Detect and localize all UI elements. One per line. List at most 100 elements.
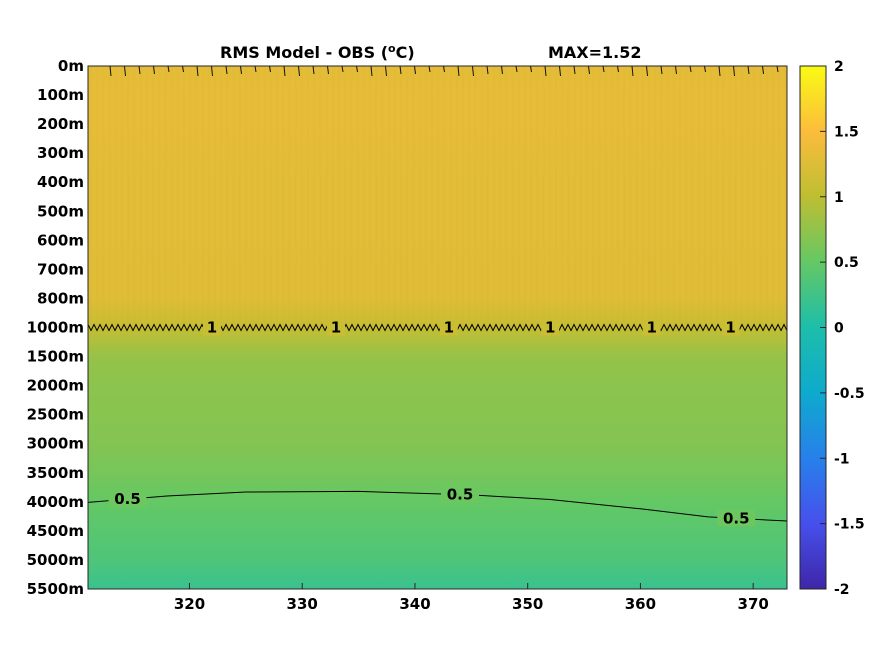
svg-text:RMS Model - OBS (oC): RMS Model - OBS (oC) [220,42,415,62]
x-tick-label: 340 [399,595,430,613]
max-label: MAX=1.52 [548,43,642,62]
y-tick-label: 2000m [27,377,84,395]
surface-contour-mark [109,66,112,77]
surface-contour-mark [617,66,619,73]
y-axis: 0m 100m 200m 300m 400m 500m 600m 700m 800m 1000m 1… [27,57,84,598]
colorbar-tick-label: -1 [834,451,850,467]
y-tick-label: 4000m [27,493,84,511]
contour-label: 0.5 [114,490,141,508]
x-tick-label: 360 [625,595,656,613]
surface-contour-mark [704,66,706,73]
y-tick-label: 600m [37,231,84,249]
texture-streaks [90,66,787,328]
contour-label-bg [203,318,221,336]
surface-contour-mark [341,66,344,73]
contour-label-bg [721,318,740,336]
surface-contour-mark [515,66,518,73]
surface-contour-mark [298,66,300,77]
surface-contour-mark [414,66,416,75]
surface-contour-mark [675,66,677,75]
y-tick-label: 4500m [27,522,84,540]
contour-label-bg [108,490,147,508]
x-axis: 320 330 340 350 360 370 [174,583,769,613]
surface-contour-mark [428,66,431,73]
colorbar-tick-label: 0.5 [834,255,859,271]
surface-contour-mark [559,66,561,77]
contour-label: 1 [331,319,341,337]
surface-contour-mark [399,66,402,75]
colorbar-tick-label: 0 [834,321,844,337]
surface-contour-mark [776,66,779,73]
y-tick-label: 5500m [27,580,84,598]
contour-lines: 1 1 1 1 1 1 0.5 0.5 0.5 [88,318,787,527]
contour-label: 1 [545,319,555,337]
contour-label-bg [541,318,560,336]
y-tick-label: 700m [37,260,84,278]
surface-contour-mark [196,66,199,77]
surface-contour-mark [588,66,590,75]
surface-contour-mark [138,66,141,75]
contour-label-bg [439,318,458,336]
y-tick-label: 1500m [27,348,84,366]
colorbar-tick-label: 1.5 [834,124,859,140]
surface-contour-mark [689,66,692,73]
y-tick-label: 2500m [27,406,84,424]
surface-contour-mark [762,66,764,75]
x-tick-label: 320 [174,595,205,613]
contour-label: 1 [725,319,735,337]
surface-contour-mark [472,66,474,77]
colorbar-tick-label: -2 [834,582,850,598]
surface-contour-mark [631,66,634,77]
y-tick-label: 3500m [27,464,84,482]
contour-label: 0.5 [723,509,750,527]
colorbar-tick-label: 1 [834,190,844,206]
y-tick-label: 100m [37,86,84,104]
colorbar-tick-label: -0.5 [834,386,865,402]
y-tick-label: 0m [58,57,84,75]
title-unit-superscript: o [388,42,396,55]
contour-label-bg [327,318,345,336]
surface-contour-mark [530,66,532,73]
surface-contour-mark [486,66,489,75]
surface-contour-mark [167,66,170,73]
surface-contour-mark [283,66,286,77]
surface-contour-mark [240,66,242,75]
chart-title: RMS Model - OBS (oC) MAX=1.52 [220,42,642,62]
surface-contour-mark [733,66,735,77]
surface-contour-mark [153,66,155,75]
y-tick-label: 800m [37,289,84,307]
contour-label: 1 [207,319,217,337]
surface-contour-mark [211,66,213,77]
surface-contour-mark [124,66,126,77]
surface-contour-mark [327,66,329,75]
surface-contour-mark [385,66,387,77]
y-tick-label: 500m [37,202,84,220]
x-tick-label: 370 [738,595,769,613]
contour-label-bg [441,485,479,503]
y-tick-label: 200m [37,115,84,133]
surface-contour-mark [660,66,663,75]
plot-area: 1 1 1 1 1 1 0.5 0.5 0.5 [88,66,787,589]
plot-frame [87,65,788,590]
colorbar-ticks: 2 1.5 1 0.5 0 -0.5 -1 -1.5 -2 [820,59,865,598]
surface-contour-mark [356,66,358,73]
title-unit-suffix: C) [396,43,415,62]
surface-contour-mark [182,66,184,73]
surface-contour-mark [370,66,373,77]
contour-label: 1 [646,319,656,337]
y-tick-label: 300m [37,144,84,162]
y-tick-label: 1000m [27,319,84,337]
surface-contour-mark [544,66,547,77]
surface-contour-mark [225,66,228,75]
surface-contour-mark [269,66,271,73]
contour-label: 1 [444,319,454,337]
surface-contour-mark [646,66,648,77]
contour-label: 0.5 [447,486,474,504]
colorbar: 2 1.5 1 0.5 0 -0.5 -1 -1.5 -2 [799,59,865,598]
x-tick-label: 350 [512,595,543,613]
surface-contour-mark [718,66,721,77]
y-tick-label: 400m [37,173,84,191]
surface-contour-mark [254,66,257,73]
surface-contour-mark [747,66,750,75]
